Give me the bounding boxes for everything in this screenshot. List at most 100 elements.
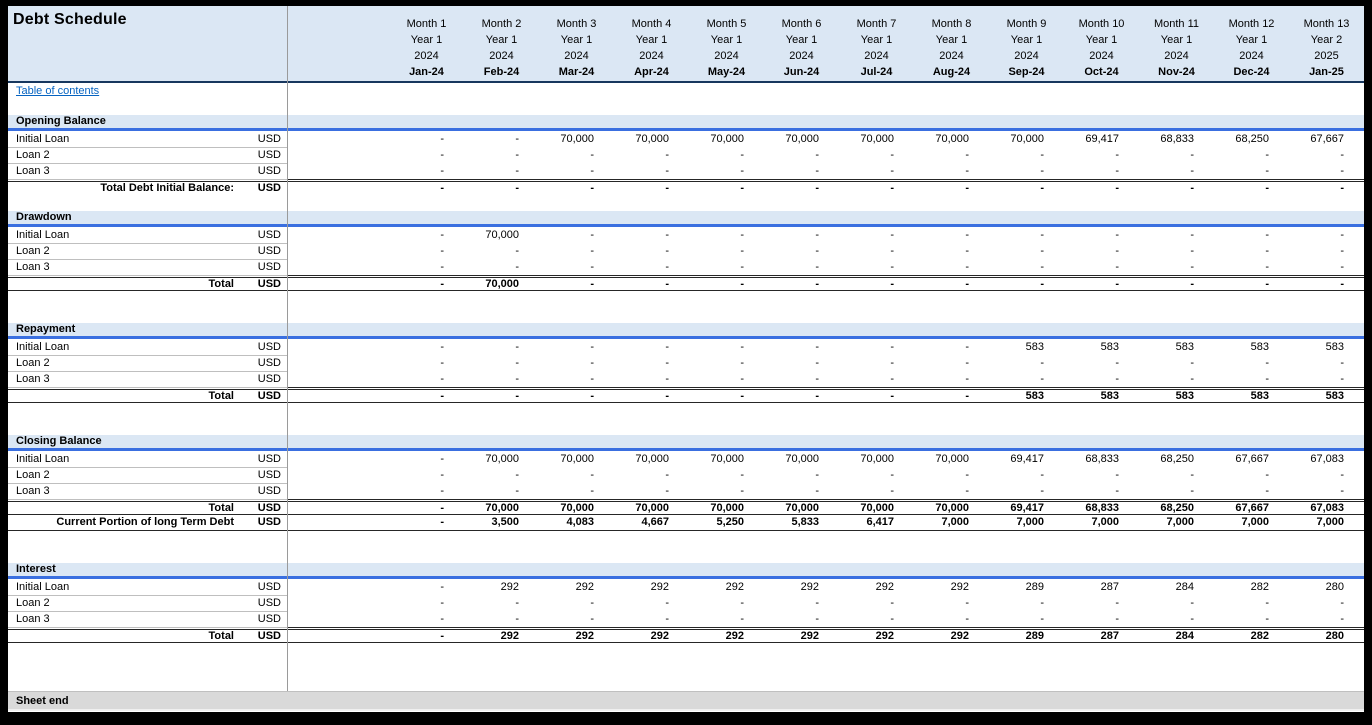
value-cell[interactable]: - bbox=[815, 278, 819, 290]
value-cell[interactable]: - bbox=[815, 373, 819, 385]
value-cell[interactable]: - bbox=[890, 469, 894, 481]
section-header-row[interactable]: Closing Balance bbox=[8, 435, 1364, 451]
value-cell[interactable]: 70,000 bbox=[635, 133, 669, 145]
table-of-contents-link[interactable]: Table of contents bbox=[16, 85, 100, 97]
value-cell[interactable]: - bbox=[740, 278, 744, 290]
currency-cell[interactable]: USD bbox=[236, 227, 287, 244]
value-cell[interactable]: - bbox=[815, 485, 819, 497]
value-cell[interactable]: - bbox=[590, 357, 594, 369]
value-cell[interactable]: - bbox=[815, 261, 819, 273]
value-cell[interactable]: - bbox=[740, 261, 744, 273]
value-cell[interactable]: - bbox=[1340, 245, 1344, 257]
value-cell[interactable]: - bbox=[1040, 597, 1044, 609]
value-cell[interactable]: - bbox=[1340, 613, 1344, 625]
value-cell[interactable]: - bbox=[515, 390, 519, 402]
value-cell[interactable]: 7,000 bbox=[1091, 516, 1119, 528]
value-cell[interactable]: - bbox=[440, 390, 444, 402]
value-cell[interactable]: - bbox=[440, 149, 444, 161]
value-cell[interactable]: - bbox=[965, 149, 969, 161]
value-cell[interactable]: - bbox=[440, 469, 444, 481]
value-cell[interactable]: - bbox=[440, 133, 444, 145]
row-label[interactable]: Total bbox=[208, 278, 234, 290]
value-cell[interactable]: 70,000 bbox=[485, 229, 519, 241]
value-cell[interactable]: - bbox=[965, 613, 969, 625]
value-cell[interactable]: - bbox=[1265, 469, 1269, 481]
value-cell[interactable]: 292 bbox=[575, 630, 594, 642]
value-cell[interactable]: - bbox=[515, 182, 519, 194]
currency-cell[interactable]: USD bbox=[236, 595, 287, 612]
currency-cell[interactable]: USD bbox=[257, 630, 281, 642]
currency-cell[interactable]: USD bbox=[236, 259, 287, 276]
value-cell[interactable]: 583 bbox=[1175, 341, 1194, 353]
currency-cell[interactable]: USD bbox=[236, 131, 287, 148]
value-cell[interactable]: - bbox=[1040, 485, 1044, 497]
value-cell[interactable]: - bbox=[965, 390, 969, 402]
value-cell[interactable]: - bbox=[590, 165, 594, 177]
value-cell[interactable]: - bbox=[1190, 485, 1194, 497]
value-cell[interactable]: - bbox=[740, 597, 744, 609]
value-cell[interactable]: 287 bbox=[1100, 581, 1119, 593]
value-cell[interactable]: - bbox=[665, 149, 669, 161]
value-cell[interactable]: - bbox=[1265, 229, 1269, 241]
value-cell[interactable]: - bbox=[515, 149, 519, 161]
value-cell[interactable]: 67,667 bbox=[1235, 453, 1269, 465]
value-cell[interactable]: 70,000 bbox=[785, 133, 819, 145]
currency-cell[interactable]: USD bbox=[257, 502, 281, 514]
value-cell[interactable]: 292 bbox=[800, 630, 819, 642]
value-cell[interactable]: - bbox=[740, 469, 744, 481]
value-cell[interactable]: 68,250 bbox=[1160, 502, 1194, 514]
row-label[interactable]: Initial Loan bbox=[8, 451, 236, 468]
value-cell[interactable]: - bbox=[1190, 261, 1194, 273]
currency-cell[interactable]: USD bbox=[236, 451, 287, 468]
row-label[interactable]: Loan 3 bbox=[8, 611, 236, 628]
value-cell[interactable]: - bbox=[740, 182, 744, 194]
value-cell[interactable]: 70,000 bbox=[635, 453, 669, 465]
value-cell[interactable]: - bbox=[1190, 469, 1194, 481]
value-cell[interactable]: - bbox=[665, 373, 669, 385]
value-cell[interactable]: 292 bbox=[875, 581, 894, 593]
value-cell[interactable]: - bbox=[890, 149, 894, 161]
value-cell[interactable]: - bbox=[890, 597, 894, 609]
value-cell[interactable]: - bbox=[1340, 229, 1344, 241]
value-cell[interactable]: - bbox=[1265, 357, 1269, 369]
value-cell[interactable]: 292 bbox=[875, 630, 894, 642]
value-cell[interactable]: - bbox=[965, 229, 969, 241]
value-cell[interactable]: - bbox=[1340, 261, 1344, 273]
value-cell[interactable]: - bbox=[1040, 261, 1044, 273]
value-cell[interactable]: - bbox=[890, 485, 894, 497]
value-cell[interactable]: - bbox=[890, 373, 894, 385]
value-cell[interactable]: - bbox=[1115, 613, 1119, 625]
row-label[interactable]: Loan 3 bbox=[8, 483, 236, 500]
value-cell[interactable]: 4,667 bbox=[641, 516, 669, 528]
value-cell[interactable]: - bbox=[515, 341, 519, 353]
value-cell[interactable]: 70,000 bbox=[635, 502, 669, 514]
value-cell[interactable]: - bbox=[515, 373, 519, 385]
row-label[interactable]: Initial Loan bbox=[8, 579, 236, 596]
currency-cell[interactable]: USD bbox=[257, 516, 281, 528]
value-cell[interactable]: - bbox=[815, 469, 819, 481]
value-cell[interactable]: - bbox=[1190, 149, 1194, 161]
value-cell[interactable]: - bbox=[965, 245, 969, 257]
value-cell[interactable]: - bbox=[590, 182, 594, 194]
value-cell[interactable]: 292 bbox=[725, 581, 744, 593]
value-cell[interactable]: 583 bbox=[1250, 341, 1269, 353]
value-cell[interactable]: - bbox=[440, 341, 444, 353]
value-cell[interactable]: - bbox=[1190, 182, 1194, 194]
value-cell[interactable]: 280 bbox=[1325, 581, 1344, 593]
column-header[interactable]: Month 6 Year 1 2024 Jun-24 bbox=[764, 16, 839, 81]
value-cell[interactable]: - bbox=[1115, 261, 1119, 273]
value-cell[interactable]: - bbox=[1190, 278, 1194, 290]
row-label[interactable]: Loan 3 bbox=[8, 163, 236, 180]
value-cell[interactable]: 70,000 bbox=[710, 502, 744, 514]
value-cell[interactable]: - bbox=[590, 469, 594, 481]
value-cell[interactable]: 282 bbox=[1250, 630, 1269, 642]
value-cell[interactable]: 292 bbox=[500, 581, 519, 593]
column-header[interactable]: Month 9 Year 1 2024 Sep-24 bbox=[989, 16, 1064, 81]
currency-cell[interactable]: USD bbox=[236, 371, 287, 388]
value-cell[interactable]: - bbox=[440, 182, 444, 194]
value-cell[interactable]: - bbox=[815, 357, 819, 369]
value-cell[interactable]: - bbox=[1040, 278, 1044, 290]
row-label[interactable]: Loan 2 bbox=[8, 147, 236, 164]
value-cell[interactable]: - bbox=[1340, 469, 1344, 481]
value-cell[interactable]: - bbox=[1115, 357, 1119, 369]
